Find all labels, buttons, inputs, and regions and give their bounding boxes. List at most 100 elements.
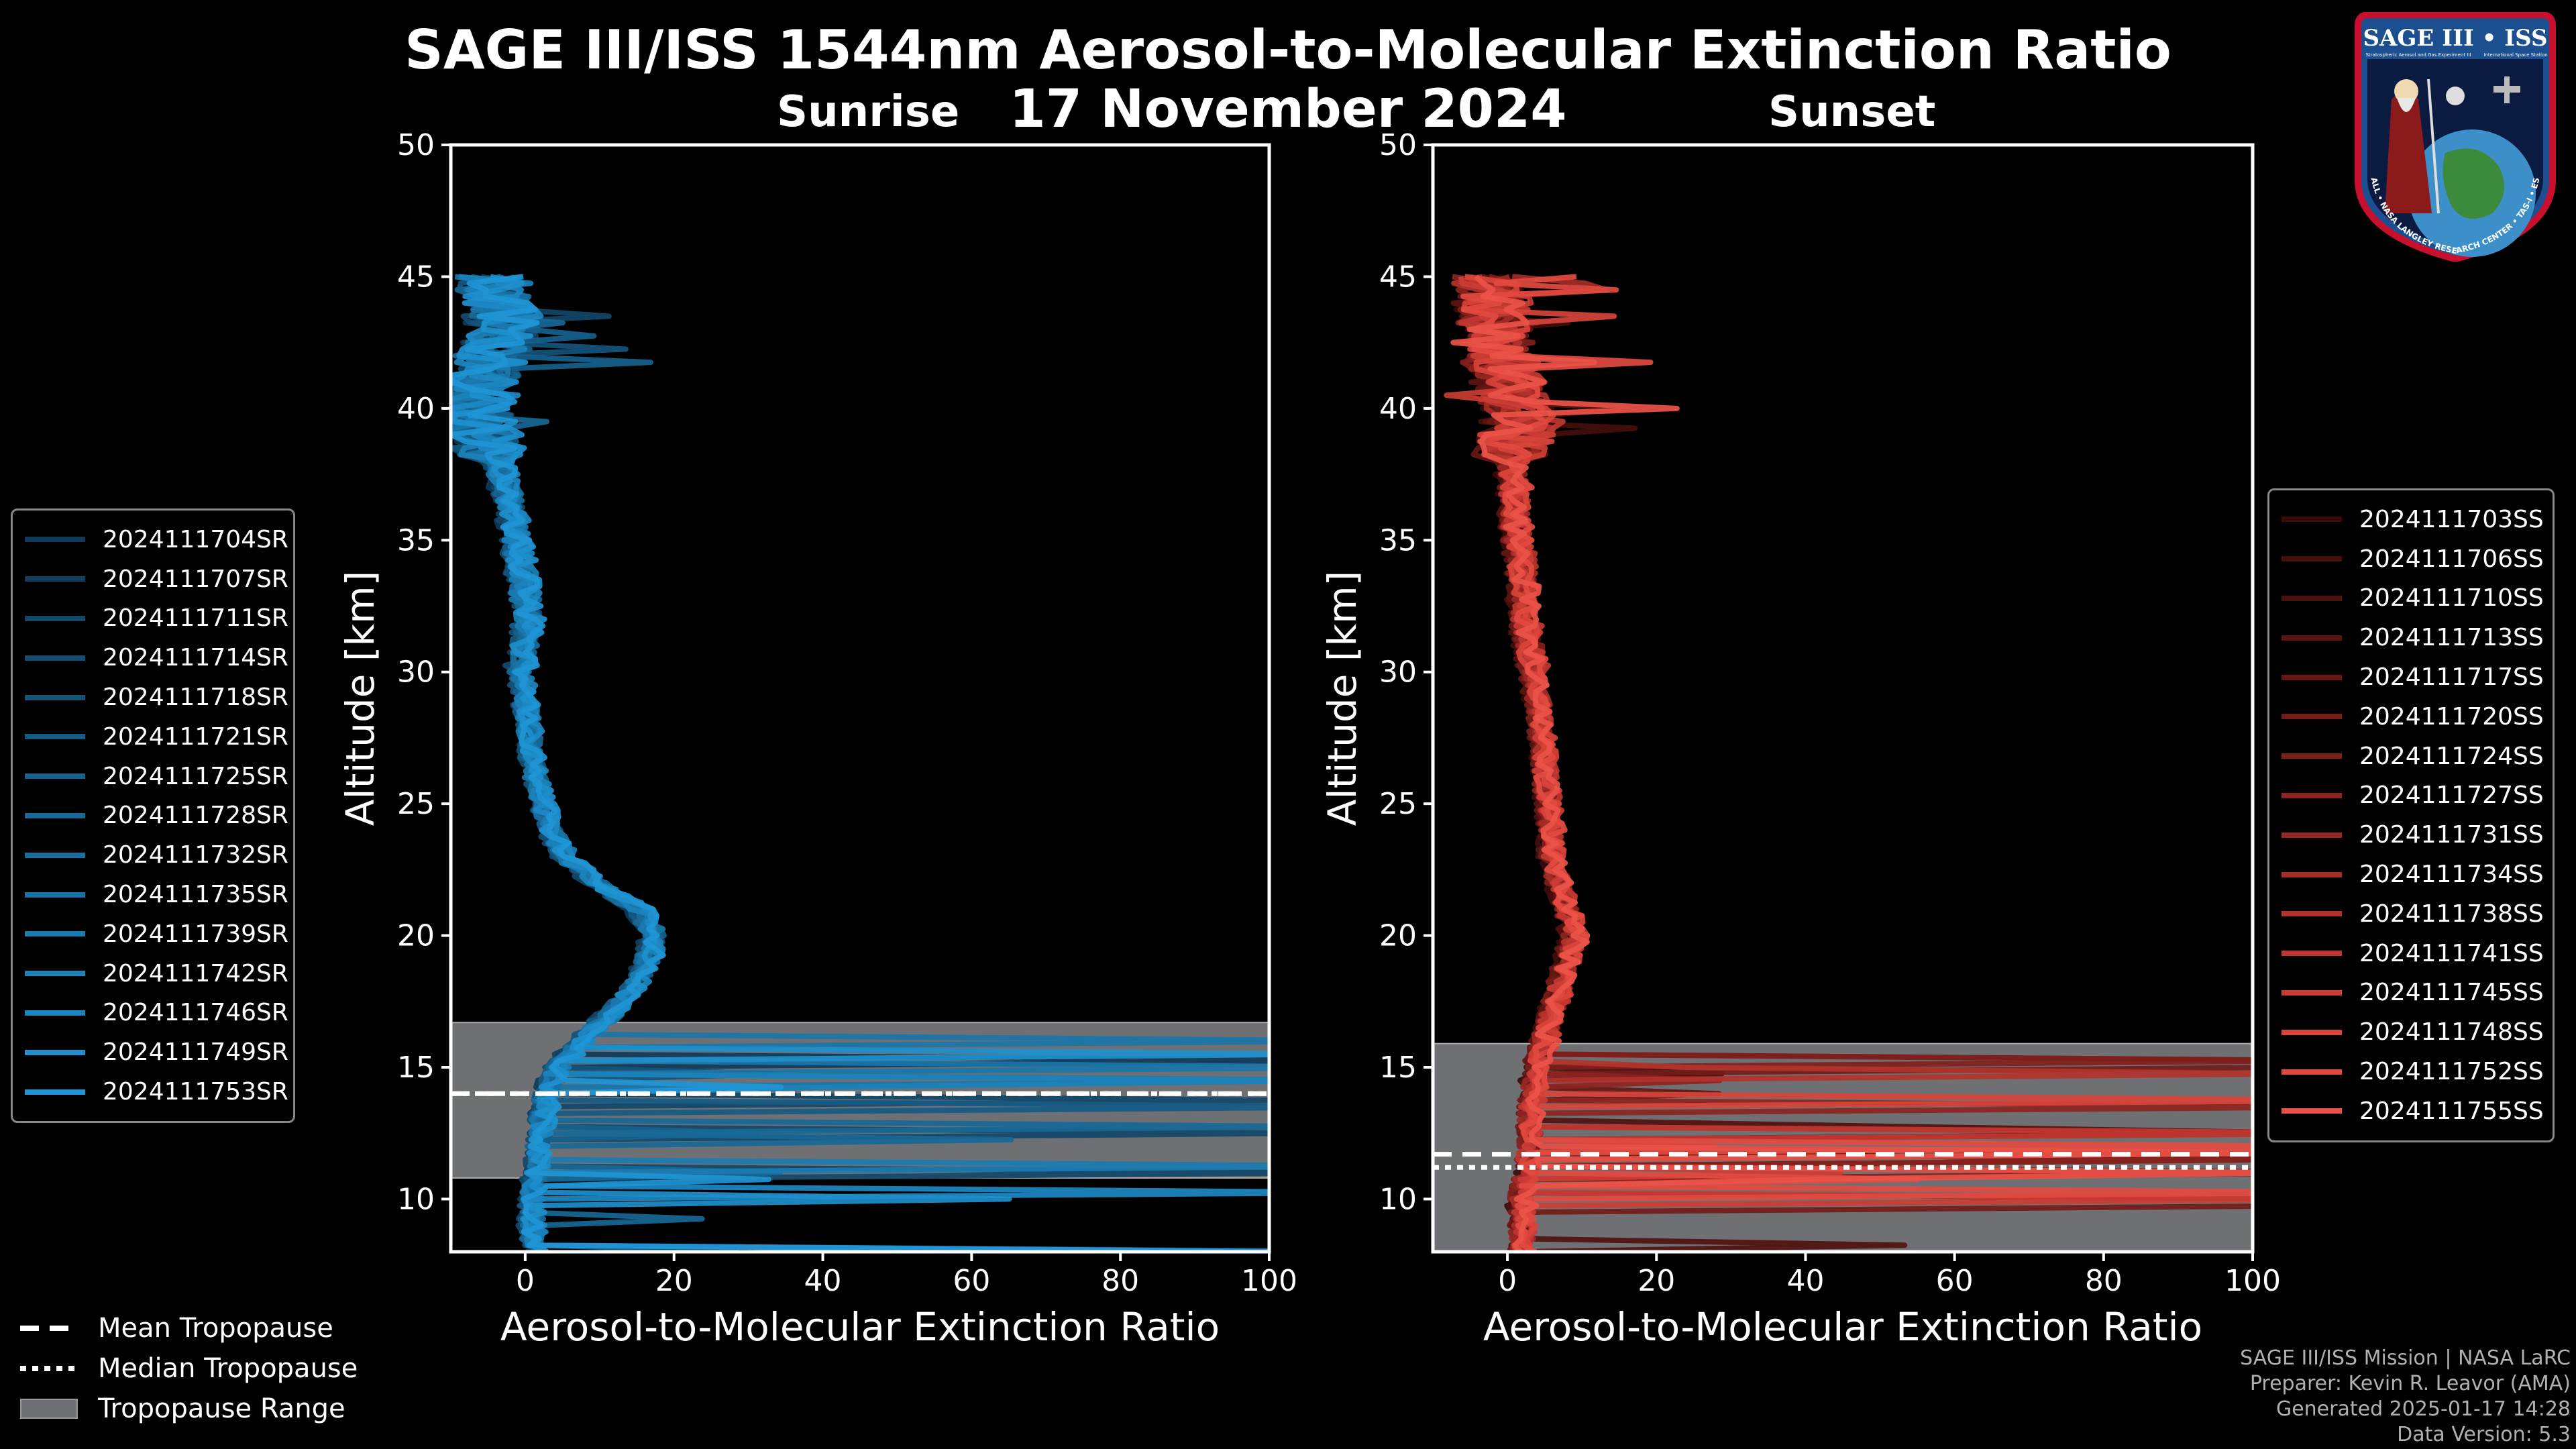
legend-entry-2024111753SR: 2024111753SR — [25, 1072, 288, 1112]
sunset-ytick-label: 20 — [1379, 919, 1417, 953]
legend-entry-2024111711SR: 2024111711SR — [25, 599, 288, 639]
dotted-line-swatch — [20, 1366, 78, 1371]
legend-swatch — [25, 773, 85, 780]
sunset-xtick-label: 0 — [1498, 1264, 1517, 1298]
legend-swatch — [2282, 1108, 2342, 1114]
sunrise-plot-area — [451, 274, 1269, 1252]
legend-swatch — [2282, 989, 2342, 996]
legend-entry-2024111706SS: 2024111706SS — [2282, 539, 2544, 579]
sunset-ytick-label: 10 — [1379, 1182, 1417, 1216]
legend-entry-2024111721SR: 2024111721SR — [25, 717, 288, 757]
sunset-frame — [1431, 143, 2255, 1254]
sunrise-ytick-label: 35 — [397, 523, 435, 557]
legend-entry-2024111739SR: 2024111739SR — [25, 914, 288, 954]
legend-swatch — [2282, 911, 2342, 917]
legend-swatch — [25, 537, 85, 543]
sunrise-ytick-label: 40 — [397, 392, 435, 426]
legend-swatch — [25, 812, 85, 818]
legend-swatch — [2282, 1029, 2342, 1035]
legend-swatch — [25, 615, 85, 621]
sunset-panel-title: Sunset — [1768, 87, 1936, 137]
series-line-2024111753SR — [451, 274, 1269, 1252]
legend-entry-2024111728SR: 2024111728SR — [25, 796, 288, 836]
continent-icon — [2443, 148, 2504, 219]
legend-label: 2024111752SS — [2359, 1058, 2544, 1086]
legend-label: 2024111727SS — [2359, 782, 2544, 810]
sunset-legend: 2024111703SS 2024111706SS 2024111710SS 2024… — [2267, 488, 2555, 1142]
chart-date: 17 November 2024 — [1009, 79, 1567, 140]
legend-label: 2024111739SR — [103, 920, 288, 948]
sunrise-xtick-label: 60 — [953, 1264, 990, 1298]
series-line-2024111755SS — [1450, 274, 2253, 1252]
sunrise-xtick-label: 80 — [1102, 1264, 1139, 1298]
legend-label: 2024111753SR — [103, 1078, 288, 1106]
legend-entry-2024111724SS: 2024111724SS — [2282, 737, 2544, 776]
sunset-plot: 0 20 40 60 80 100 10 15 20 25 30 35 40 45 50 Aerosol-to… — [1320, 128, 2281, 1350]
series-line-2024111748SS — [1460, 274, 2253, 1252]
legend-label: 2024111725SR — [103, 762, 288, 790]
credits-preparer: Preparer: Kevin R. Leavor (AMA) — [2249, 1372, 2571, 1395]
legend-swatch — [2282, 951, 2342, 957]
sage-mission-badge: SAGE III • ISS Stratospheric Aerosol and… — [2345, 12, 2556, 262]
legend-swatch — [2282, 871, 2342, 877]
legend-label: 2024111748SS — [2359, 1018, 2544, 1046]
legend-label: 2024111732SR — [103, 841, 288, 869]
wizard-beard-icon — [2397, 98, 2416, 112]
legend-label: 2024111731SS — [2359, 821, 2544, 849]
legend-entry-2024111725SR: 2024111725SR — [25, 757, 288, 796]
legend-swatch — [2282, 753, 2342, 759]
legend-swatch — [25, 1089, 85, 1095]
legend-entry-2024111734SS: 2024111734SS — [2282, 855, 2544, 894]
legend-entry-2024111731SS: 2024111731SS — [2282, 815, 2544, 855]
legend-entry-2024111742SR: 2024111742SR — [25, 954, 288, 994]
sunrise-ytick-label: 15 — [397, 1051, 435, 1085]
legend-entry-2024111714SR: 2024111714SR — [25, 638, 288, 678]
median-tropopause-label: Median Tropopause — [98, 1353, 358, 1384]
legend-entry-2024111738SS: 2024111738SS — [2282, 894, 2544, 934]
sunrise-ytick-label: 20 — [397, 919, 435, 953]
legend-swatch — [2282, 595, 2342, 601]
sunset-ytick-label: 45 — [1379, 260, 1417, 294]
sunset-xtick-label: 60 — [1936, 1264, 1974, 1298]
wizard-face-icon — [2394, 79, 2418, 103]
legend-label: 2024111742SR — [103, 959, 288, 987]
mean-tropopause-label: Mean Tropopause — [98, 1313, 333, 1344]
tropopause-legend: Mean Tropopause Median Tropopause Tropop… — [20, 1308, 358, 1429]
legend-swatch — [25, 576, 85, 582]
sunset-ytick-label: 40 — [1379, 392, 1417, 426]
legend-label: 2024111734SS — [2359, 861, 2544, 889]
legend-entry-2024111717SS: 2024111717SS — [2282, 657, 2544, 697]
legend-entry-2024111710SS: 2024111710SS — [2282, 579, 2544, 619]
sunrise-ytick-label: 25 — [397, 787, 435, 821]
legend-swatch — [25, 694, 85, 700]
legend-swatch — [25, 1049, 85, 1055]
legend-swatch — [2282, 517, 2342, 523]
tropopause-range-label: Tropopause Range — [98, 1393, 345, 1424]
dashed-line-swatch — [20, 1326, 78, 1331]
legend-swatch — [25, 892, 85, 898]
sunrise-xtick-label: 0 — [516, 1264, 535, 1298]
sunset-xlabel: Aerosol-to-Molecular Extinction Ratio — [1483, 1304, 2202, 1350]
legend-entry-2024111718SR: 2024111718SR — [25, 678, 288, 717]
sunrise-ytick-label: 30 — [397, 655, 435, 690]
legend-entry-2024111704SR: 2024111704SR — [25, 520, 288, 559]
sunset-xtick-label: 100 — [2224, 1264, 2281, 1298]
sunrise-xtick-label: 20 — [655, 1264, 693, 1298]
legend-label: 2024111749SR — [103, 1038, 288, 1067]
legend-entry-2024111732SR: 2024111732SR — [25, 835, 288, 875]
legend-swatch — [25, 931, 85, 937]
legend-swatch — [2282, 556, 2342, 562]
legend-swatch — [25, 1010, 85, 1016]
sunset-xtick-label: 40 — [1786, 1264, 1824, 1298]
legend-entry-2024111707SR: 2024111707SR — [25, 559, 288, 599]
wizard-robe-icon — [2385, 93, 2432, 213]
sunrise-plot: 0 20 40 60 80 100 10 15 20 25 30 35 40 45 50 Aerosol-to… — [337, 128, 1297, 1350]
sunset-ytick-label: 25 — [1379, 787, 1417, 821]
staff-icon — [2427, 78, 2440, 214]
sunrise-ylabel: Altitude [km] — [337, 571, 383, 826]
legend-swatch — [25, 971, 85, 977]
legend-label: 2024111746SR — [103, 999, 288, 1027]
sunset-ytick-label: 15 — [1379, 1051, 1417, 1085]
legend-tropopause-range: Tropopause Range — [20, 1389, 358, 1429]
credits: SAGE III/ISS Mission | NASA LaRC Prepare… — [2240, 1346, 2571, 1448]
